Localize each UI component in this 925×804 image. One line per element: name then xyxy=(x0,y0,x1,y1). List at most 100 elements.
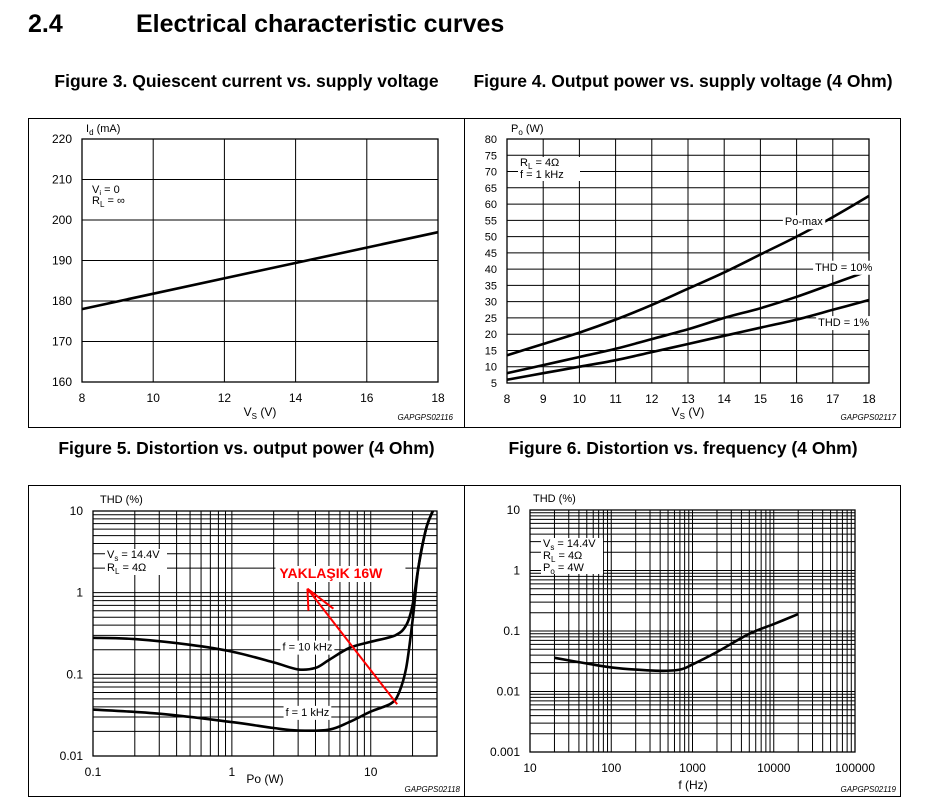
fig4-x-axis-label: VS (V) xyxy=(672,405,705,421)
fig4-annotation: RL = 4Ω xyxy=(520,157,559,171)
figure-4-title: Figure 4. Output power vs. supply voltag… xyxy=(473,71,893,91)
fig6-chart: 10 100 1000 10000 100000 0.001 0.01 0.1 1 10 f (Hz… xyxy=(490,493,897,794)
fig4-x-tick-label: 9 xyxy=(540,392,547,406)
fig4-x-tick-label: 18 xyxy=(862,392,876,406)
fig5-x-axis-label: Po (W) xyxy=(246,772,283,786)
fig6-x-tick-label: 10 xyxy=(523,761,537,775)
fig4-annotation-bg xyxy=(518,169,580,181)
fig4-x-tick-label: 16 xyxy=(790,392,804,406)
fig3-x-tick-label: 8 xyxy=(79,391,86,405)
fig3-x-tick-label: 14 xyxy=(289,391,303,405)
figure-5-title: Figure 5. Distortion vs. output power (4… xyxy=(58,438,435,458)
fig5-overlay-arrowhead xyxy=(306,588,310,611)
fig4-y-tick-label: 5 xyxy=(491,378,497,390)
fig4-y-axis-label: Po (W) xyxy=(511,123,544,137)
fig3-y-tick-label: 180 xyxy=(52,294,72,308)
fig5-overlay-text: YAKLAŞIK 16W xyxy=(279,565,383,581)
section-number: 2.4 xyxy=(28,10,63,38)
figure-6-panel xyxy=(464,485,901,797)
fig3-y-tick-label: 160 xyxy=(52,375,72,389)
fig6-y-tick-label: 0.1 xyxy=(503,624,520,638)
fig4-figure-code: GAPGPS02117 xyxy=(841,413,897,422)
fig3-annotation: Vi = 0 xyxy=(92,184,120,198)
fig3-y-tick-label: 200 xyxy=(52,213,72,227)
fig6-y-axis-label: THD (%) xyxy=(533,493,576,505)
fig5-annotation: Vs = 14.4V xyxy=(107,549,160,563)
fig6-y-tick-label: 10 xyxy=(507,503,521,517)
fig3-figure-code: GAPGPS02116 xyxy=(398,413,454,422)
fig5-series-label: f = 1 kHz xyxy=(286,707,330,719)
fig6-x-tick-label: 100 xyxy=(601,761,621,775)
fig4-y-tick-label: 80 xyxy=(485,134,497,146)
fig5-annotation: RL = 4Ω xyxy=(107,562,146,576)
fig3-chart: 8 10 12 14 16 18 160 170 180 190 200 210 220 VS (V) Id… xyxy=(52,123,454,422)
fig3-series-line xyxy=(81,230,439,311)
fig4-series-label-bg xyxy=(816,316,872,331)
fig4-y-tick-label: 10 xyxy=(485,362,497,374)
fig4-y-tick-label: 75 xyxy=(485,150,497,162)
fig5-grid xyxy=(92,511,438,757)
fig5-series-line xyxy=(92,510,435,733)
fig6-annotation: Vs = 14.4V xyxy=(543,538,596,552)
fig4-series-line xyxy=(506,298,870,381)
fig4-x-tick-label: 12 xyxy=(645,392,659,406)
fig3-y-tick-label: 190 xyxy=(52,254,72,268)
fig4-y-tick-label: 65 xyxy=(485,183,497,195)
figure-6-title: Figure 6. Distortion vs. frequency (4 Oh… xyxy=(508,438,858,458)
fig5-series-label-bg xyxy=(280,640,335,655)
figure-4-panel xyxy=(464,118,901,428)
fig4-series-line xyxy=(506,194,870,357)
fig5-figure-code: GAPGPS02118 xyxy=(405,785,461,794)
fig6-x-tick-label: 100000 xyxy=(835,761,875,775)
fig4-x-tick-label: 8 xyxy=(504,392,511,406)
fig5-y-tick-label: 1 xyxy=(76,586,83,600)
fig4-series-line xyxy=(506,269,870,375)
fig3-annotation: RL = ∞ xyxy=(92,195,125,209)
fig5-y-axis-label: THD (%) xyxy=(100,494,143,506)
fig6-annotation-bg xyxy=(541,550,603,562)
fig5-series-line xyxy=(92,510,435,672)
fig3-x-tick-label: 18 xyxy=(431,391,445,405)
fig3-y-tick-label: 210 xyxy=(52,173,72,187)
fig5-x-tick-label: 10 xyxy=(364,765,378,779)
fig6-y-tick-label: 1 xyxy=(513,564,520,578)
fig6-x-tick-label: 10000 xyxy=(757,761,791,775)
fig3-annotation-bg xyxy=(90,195,152,206)
fig3-x-tick-label: 12 xyxy=(218,391,232,405)
fig4-y-tick-label: 55 xyxy=(485,215,497,227)
fig6-y-tick-label: 0.01 xyxy=(497,685,521,699)
fig4-chart: 8 9 10 11 12 13 14 15 16 17 18 5 10 15 20 25 30 35 40 45 50 5… xyxy=(485,123,897,422)
fig4-series-label: THD = 1% xyxy=(818,317,869,329)
fig4-y-tick-label: 35 xyxy=(485,280,497,292)
fig4-y-tick-label: 70 xyxy=(485,167,497,179)
fig3-y-tick-label: 220 xyxy=(52,132,72,146)
fig5-annotation-bg xyxy=(105,562,167,575)
fig5-x-tick-label: 1 xyxy=(229,765,236,779)
fig5-overlay-arrowhead xyxy=(306,587,335,610)
fig4-y-tick-label: 40 xyxy=(485,264,497,276)
fig4-y-tick-label: 45 xyxy=(485,248,497,260)
fig4-y-tick-label: 60 xyxy=(485,199,497,211)
fig6-series-line xyxy=(554,612,799,673)
fig5-overlay-arrow xyxy=(306,588,398,705)
fig4-series-label: Po-max xyxy=(785,216,823,228)
fig6-figure-code: GAPGPS02119 xyxy=(841,785,897,794)
fig4-y-tick-label: 25 xyxy=(485,313,497,325)
fig4-series-label: THD = 10% xyxy=(815,262,872,274)
fig6-annotation: RL = 4Ω xyxy=(543,550,582,564)
fig4-series-label-bg xyxy=(782,215,826,230)
fig3-x-tick-label: 16 xyxy=(360,391,374,405)
fig4-y-tick-label: 30 xyxy=(485,297,497,309)
section-title: Electrical characteristic curves xyxy=(136,10,505,38)
fig4-y-tick-label: 15 xyxy=(485,345,497,357)
fig4-y-tick-label: 20 xyxy=(485,329,497,341)
fig3-x-axis-label: VS (V) xyxy=(244,405,277,421)
fig4-x-tick-label: 17 xyxy=(826,392,840,406)
fig4-x-tick-label: 14 xyxy=(718,392,732,406)
fig5-y-tick-label: 0.1 xyxy=(66,667,83,681)
figure-3-title: Figure 3. Quiescent current vs. supply v… xyxy=(54,71,439,91)
fig5-series-label: f = 10 kHz xyxy=(283,642,333,654)
fig5-y-tick-label: 0.01 xyxy=(60,749,84,763)
fig4-x-tick-label: 11 xyxy=(609,392,622,406)
